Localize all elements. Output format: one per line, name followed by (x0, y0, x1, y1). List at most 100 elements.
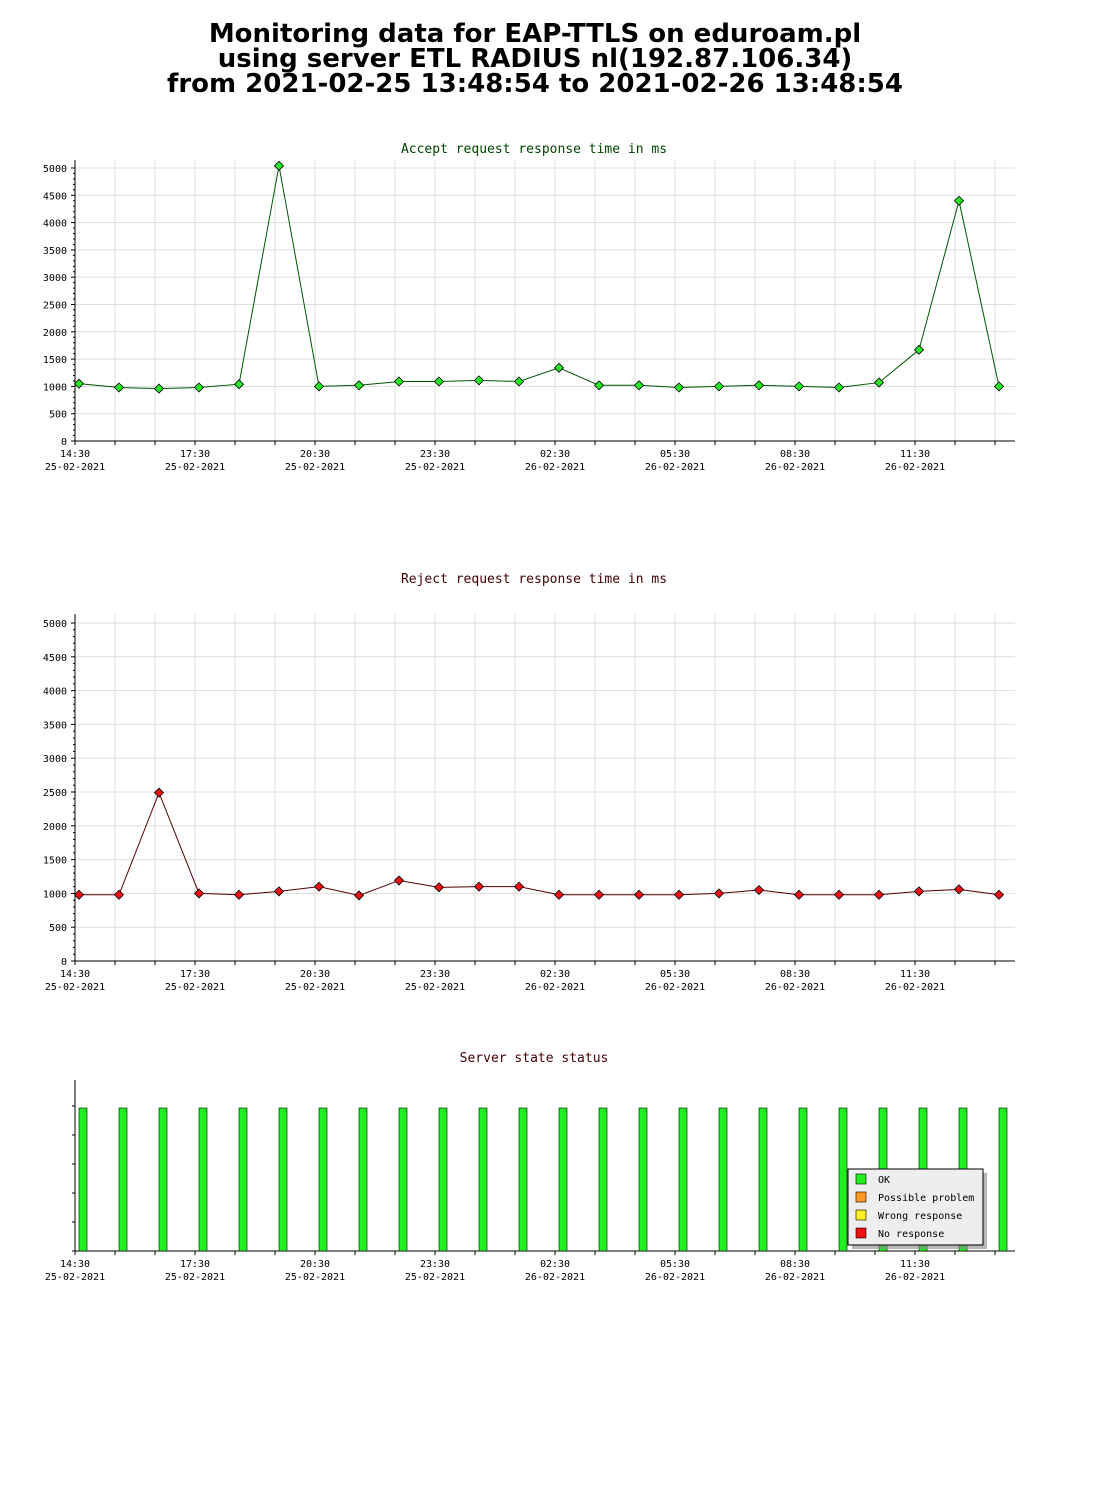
data-point (553, 889, 565, 900)
x-tick-label-date: 26-02-2021 (765, 462, 825, 473)
y-tick-label: 1500 (43, 355, 67, 366)
x-tick-label-date: 25-02-2021 (45, 1272, 105, 1283)
legend-swatch (855, 1191, 867, 1203)
data-point (273, 160, 285, 171)
data-point (513, 881, 525, 892)
data-point (753, 380, 765, 391)
x-tick-label-date: 26-02-2021 (525, 1272, 585, 1283)
x-tick-label-time: 20:30 (300, 449, 330, 460)
y-tick-label: 3500 (43, 720, 67, 731)
status-bar (558, 1107, 568, 1252)
legend-swatch (855, 1173, 867, 1185)
y-tick-label: 4000 (43, 219, 67, 230)
status-bar (78, 1107, 88, 1252)
data-point (473, 375, 485, 386)
data-point (673, 382, 685, 393)
x-tick-label-date: 26-02-2021 (885, 462, 945, 473)
status-bar (478, 1107, 488, 1252)
data-point (593, 380, 605, 391)
x-tick-label-time: 14:30 (60, 1259, 90, 1270)
title-line-3: from 2021-02-25 13:48:54 to 2021-02-26 1… (167, 69, 903, 99)
y-tick-label: 500 (49, 410, 67, 421)
status-chart: Server state status 14:30 25-02-2021 17:30 2… (45, 1051, 1015, 1283)
x-tick-label-time: 11:30 (900, 969, 930, 980)
legend-swatch (855, 1227, 867, 1239)
data-point (73, 378, 85, 389)
y-tick-label: 5000 (43, 619, 67, 630)
y-tick-label: 0 (61, 957, 67, 968)
x-tick-label-date: 25-02-2021 (405, 982, 465, 993)
status-bar (718, 1107, 728, 1252)
x-tick-label-date: 26-02-2021 (525, 462, 585, 473)
status-bar (198, 1107, 208, 1252)
data-point (313, 881, 325, 892)
data-point (993, 889, 1005, 900)
x-tick-label-time: 17:30 (180, 969, 210, 980)
status-bar (318, 1107, 328, 1252)
y-tick-label: 2500 (43, 301, 67, 312)
x-tick-label-date: 25-02-2021 (285, 462, 345, 473)
data-point (233, 889, 245, 900)
data-point (433, 376, 445, 387)
status-bar (158, 1107, 168, 1252)
data-point (913, 344, 925, 355)
x-tick-label-time: 23:30 (420, 1259, 450, 1270)
chart-title: Server state status (460, 1051, 609, 1066)
x-tick-label-date: 26-02-2021 (765, 1272, 825, 1283)
x-tick-label-time: 08:30 (780, 449, 810, 460)
x-tick-label-date: 26-02-2021 (645, 462, 705, 473)
data-point (233, 379, 245, 390)
x-tick-label-date: 25-02-2021 (285, 1272, 345, 1283)
status-bar (358, 1107, 368, 1252)
line-chart-2: Reject request response time in ms 0 500 10… (43, 572, 1015, 993)
x-tick-label-time: 08:30 (780, 969, 810, 980)
gridlines (75, 160, 1015, 441)
chart-title: Reject request response time in ms (401, 572, 667, 587)
status-bar (398, 1107, 408, 1252)
x-tick-label-time: 02:30 (540, 969, 570, 980)
legend-box (847, 1168, 984, 1246)
y-tick-label: 0 (61, 437, 67, 448)
x-tick-label-time: 14:30 (60, 969, 90, 980)
data-point (993, 381, 1005, 392)
x-tick-label-time: 02:30 (540, 449, 570, 460)
x-tick-label-time: 14:30 (60, 449, 90, 460)
x-tick-label-date: 26-02-2021 (525, 982, 585, 993)
status-bar (798, 1107, 808, 1252)
data-point (353, 890, 365, 901)
x-tick-label-time: 11:30 (900, 1259, 930, 1270)
data-point (113, 382, 125, 393)
x-tick-label-date: 25-02-2021 (165, 462, 225, 473)
data-point (713, 888, 725, 899)
legend-label: OK (878, 1175, 890, 1186)
y-tick-label: 3000 (43, 754, 67, 765)
legend-label: No response (878, 1229, 944, 1240)
gridlines (75, 614, 1015, 961)
title-line-2: using server ETL RADIUS nl(192.87.106.34… (217, 44, 853, 74)
status-bar (118, 1107, 128, 1252)
x-tick-label-date: 26-02-2021 (645, 982, 705, 993)
data-point (193, 382, 205, 393)
data-point (873, 889, 885, 900)
data-point (513, 376, 525, 387)
data-point (73, 889, 85, 900)
y-tick-label: 3500 (43, 246, 67, 257)
status-bar (638, 1107, 648, 1252)
x-tick-label-date: 25-02-2021 (165, 1272, 225, 1283)
y-tick-label: 5000 (43, 164, 67, 175)
line-chart-1: Accept request response time in ms 0 500 10… (43, 142, 1015, 473)
data-point (633, 889, 645, 900)
x-tick-label-time: 23:30 (420, 969, 450, 980)
y-tick-label: 3000 (43, 273, 67, 284)
x-tick-label-date: 25-02-2021 (405, 462, 465, 473)
data-point (393, 875, 405, 886)
data-point (313, 381, 325, 392)
status-bar (238, 1107, 248, 1252)
y-tick-label: 4000 (43, 687, 67, 698)
x-tick-label-time: 17:30 (180, 1259, 210, 1270)
data-point (153, 383, 165, 394)
status-bar (438, 1107, 448, 1252)
data-point (433, 882, 445, 893)
series-line (79, 791, 1000, 896)
data-point (473, 881, 485, 892)
